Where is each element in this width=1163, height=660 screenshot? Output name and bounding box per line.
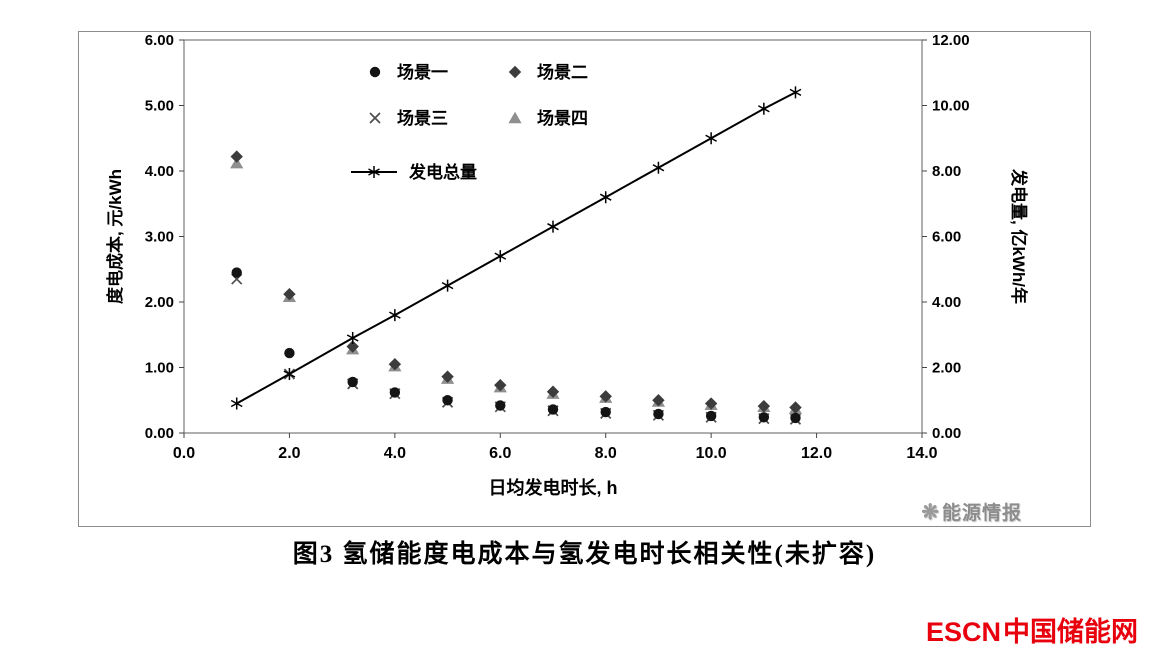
svg-text:10.0: 10.0 (696, 445, 727, 462)
svg-text:2.0: 2.0 (278, 445, 300, 462)
svg-text:场景四: 场景四 (537, 109, 588, 128)
escn-brand-logo: ESCN中国储能网 (926, 610, 1138, 649)
svg-text:6.00: 6.00 (145, 32, 174, 49)
svg-text:场景二: 场景二 (537, 63, 588, 82)
svg-text:1.00: 1.00 (145, 360, 174, 377)
series-4 (230, 86, 802, 410)
figure-caption: 图3 氢储能度电成本与氢发电时长相关性(未扩容) (292, 541, 877, 568)
series-0 (231, 267, 801, 424)
axes: 0.0 2.0 4.0 6.0 8.0 10.0 12.0 14.0 0.00 1.00 2.00 3… (105, 32, 1029, 498)
svg-text:4.0: 4.0 (384, 445, 406, 462)
series-3 (230, 156, 803, 414)
figure-panel: 0.0 2.0 4.0 6.0 8.0 10.0 12.0 14.0 0.00 1.00 2.00 3… (78, 31, 1091, 527)
svg-text:发电总量: 发电总量 (408, 162, 477, 182)
hydrogen-cost-chart: 0.0 2.0 4.0 6.0 8.0 10.0 12.0 14.0 0.00 1.00 2.00 3… (105, 32, 1029, 498)
svg-text:0.0: 0.0 (173, 445, 195, 462)
svg-text:6.00: 6.00 (932, 229, 961, 246)
brand-cn-text: 中国储能网 (1003, 617, 1139, 647)
svg-text:场景三: 场景三 (397, 109, 448, 128)
svg-text:12.00: 12.00 (932, 32, 970, 49)
svg-text:3.00: 3.00 (145, 229, 174, 246)
svg-text:10.00: 10.00 (932, 98, 970, 115)
svg-text:0.00: 0.00 (932, 425, 961, 442)
svg-text:0.00: 0.00 (145, 425, 174, 442)
svg-text:日均发电时长, h: 日均发电时长, h (489, 477, 618, 498)
brand-latin-text: ESCN (926, 617, 1002, 647)
watermark-star-icon: ❋ (921, 501, 940, 524)
svg-text:4.00: 4.00 (932, 294, 961, 311)
svg-text:5.00: 5.00 (145, 98, 174, 115)
svg-text:发电量, 亿kWh/年: 发电量, 亿kWh/年 (1009, 168, 1029, 304)
watermark: ❋ 能源情报 (921, 498, 1022, 525)
svg-text:12.0: 12.0 (801, 445, 832, 462)
svg-text:场景一: 场景一 (397, 63, 448, 82)
svg-text:8.00: 8.00 (932, 163, 961, 180)
watermark-text: 能源情报 (941, 503, 1022, 524)
svg-text:度电成本, 元/kWh: 度电成本, 元/kWh (105, 169, 125, 304)
svg-text:6.0: 6.0 (489, 445, 511, 462)
svg-text:4.00: 4.00 (145, 163, 174, 180)
series-1 (230, 150, 802, 414)
svg-text:2.00: 2.00 (145, 294, 174, 311)
svg-text:2.00: 2.00 (932, 360, 961, 377)
svg-text:14.0: 14.0 (906, 445, 937, 462)
svg-text:8.0: 8.0 (595, 445, 617, 462)
